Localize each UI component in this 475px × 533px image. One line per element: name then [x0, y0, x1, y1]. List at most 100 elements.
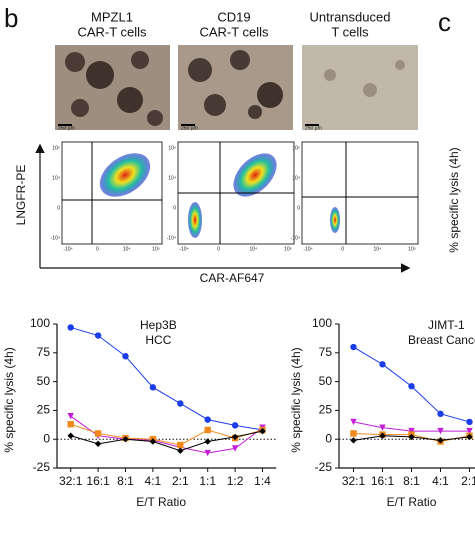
y-axis-label: % specific lysis (4h): [2, 347, 16, 452]
x-tick-label: 8:1: [117, 474, 134, 488]
point: [466, 427, 473, 435]
series-line: [70, 430, 263, 452]
column-title: T cells: [331, 24, 369, 39]
micrograph: 250 µm: [178, 45, 293, 131]
series-line: [70, 423, 263, 446]
flow-plot: [61, 141, 163, 245]
y-tick-label: 50: [319, 374, 333, 388]
point: [466, 418, 473, 426]
flow-tick-label: 0: [217, 246, 220, 252]
y-axis-label: % specific lysis (4h): [289, 347, 303, 452]
point: [437, 427, 444, 435]
point: [149, 384, 157, 391]
flow-tick-label: 10⁵: [284, 246, 292, 252]
point: [379, 361, 386, 368]
point: [379, 432, 386, 439]
y-tick-label: 75: [37, 345, 51, 359]
flow-tick-label: 10⁵: [292, 145, 300, 151]
point: [149, 438, 157, 445]
x-tick-label: 32:1: [342, 474, 366, 488]
x-tick-label: 32:1: [59, 474, 83, 488]
flow-tick-label: 10⁴: [168, 175, 176, 181]
point: [466, 433, 473, 441]
point: [408, 427, 415, 435]
flow-tick-label: 10⁵: [168, 145, 176, 151]
x-tick-label: 1:1: [199, 474, 216, 488]
point: [350, 418, 357, 426]
flow-tick-label: 10⁴: [123, 246, 131, 252]
point: [204, 438, 211, 445]
x-tick-label: 2:1: [461, 474, 475, 488]
panel-label: c: [438, 7, 451, 37]
y-tick-label: 0: [43, 431, 50, 445]
scale-bar-label: 250 µm: [181, 125, 198, 131]
chart-title: Hep3B: [140, 318, 177, 332]
point: [408, 383, 415, 390]
chart-title: JIMT-1: [428, 318, 465, 332]
flow-tick-label: -10⁴: [291, 235, 300, 241]
y-tick-label: 50: [37, 374, 51, 388]
point: [122, 436, 129, 443]
y-tick-label: 25: [319, 403, 333, 417]
x-tick-label: 16:1: [371, 474, 395, 488]
flow-tick-label: 0: [341, 246, 344, 252]
x-axis-label: E/T Ratio: [387, 495, 437, 509]
scale-bar-label: 250 µm: [58, 125, 75, 131]
point: [259, 427, 266, 435]
micrograph: 250 µm: [55, 45, 170, 131]
point: [231, 422, 239, 429]
point: [350, 437, 357, 444]
column-title: MPZL1: [91, 9, 133, 24]
flow-tick-label: -10⁴: [51, 235, 60, 241]
column-title: CAR-T cells: [199, 24, 269, 39]
point: [67, 432, 74, 439]
flow-tick-label: 0: [57, 205, 60, 211]
scale-bar-label: 250 µm: [305, 125, 322, 131]
point: [350, 343, 357, 351]
flow-tick-label: 10⁵: [52, 145, 60, 151]
y-tick-label: 0: [325, 431, 332, 445]
point: [122, 353, 129, 360]
point: [379, 424, 386, 431]
point: [94, 332, 102, 339]
micrograph: 250 µm: [302, 45, 418, 131]
chart-title: HCC: [145, 333, 171, 347]
x-tick-label: 4:1: [145, 474, 162, 488]
x-tick-label: 1:4: [254, 474, 271, 488]
point: [231, 433, 239, 441]
x-tick-label: 2:1: [172, 474, 189, 488]
y-tick-label: -25: [33, 460, 51, 474]
x-tick-label: 8:1: [403, 474, 420, 488]
point: [94, 440, 102, 448]
y-tick-label: 100: [30, 316, 50, 330]
x-tick-label: 1:2: [227, 474, 244, 488]
flow-tick-label: 0: [173, 205, 176, 211]
point: [408, 433, 415, 441]
flow-tick-label: -10⁴: [179, 246, 188, 252]
point: [437, 437, 444, 444]
column-title: CAR-T cells: [77, 24, 147, 39]
point: [204, 449, 211, 457]
x-tick-label: 16:1: [86, 474, 110, 488]
flow-plot: [301, 141, 419, 245]
panel-label: b: [4, 3, 18, 33]
flow-tick-label: -10⁴: [63, 246, 72, 252]
flow-tick-label: 10⁵: [152, 246, 160, 252]
point: [67, 324, 74, 331]
point: [231, 445, 239, 452]
flow-tick-label: -10⁴: [303, 246, 312, 252]
flow-tick-label: 10⁵: [408, 246, 416, 252]
series-line: [70, 326, 263, 431]
flow-plot: [177, 141, 295, 245]
point: [177, 400, 184, 407]
point: [94, 430, 102, 437]
column-title: Untransduced: [310, 9, 391, 24]
point: [67, 421, 74, 428]
flow-tick-label: 10⁴: [52, 175, 60, 181]
flow-tick-label: 0: [297, 205, 300, 211]
point: [204, 426, 211, 434]
y-tick-label: 25: [37, 403, 51, 417]
flow-tick-label: 10⁴: [249, 246, 257, 252]
column-title: CD19: [217, 9, 250, 24]
axis-label: CAR-AF647: [200, 271, 265, 285]
